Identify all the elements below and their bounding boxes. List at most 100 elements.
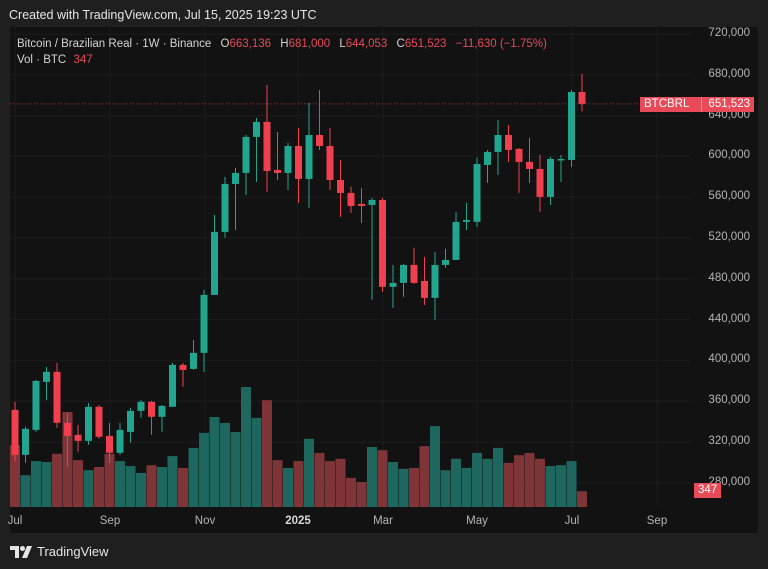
candle-body bbox=[347, 192, 355, 206]
candle-body bbox=[295, 145, 302, 179]
volume-bar bbox=[125, 466, 136, 507]
candle-body bbox=[368, 199, 376, 205]
time-tick-label: 2025 bbox=[285, 515, 311, 527]
candle-body bbox=[158, 405, 166, 417]
low-label: L bbox=[339, 38, 346, 50]
candle-body bbox=[442, 259, 449, 265]
volume-bar bbox=[10, 445, 20, 507]
volume-bar bbox=[209, 417, 220, 507]
symbol-name[interactable]: Bitcoin / Brazilian Real · 1W · Binance bbox=[17, 38, 212, 50]
volume-bar bbox=[367, 447, 377, 507]
candle-body bbox=[137, 401, 145, 411]
time-tick-label: Mar bbox=[373, 515, 393, 527]
candle-body bbox=[337, 179, 344, 193]
volume-bar bbox=[346, 477, 356, 507]
candle-body bbox=[74, 434, 82, 441]
candle-body bbox=[148, 401, 155, 417]
candle-body bbox=[400, 264, 407, 283]
volume-bar bbox=[83, 470, 94, 507]
price-tick-label: 680,000 bbox=[708, 67, 750, 80]
low-value: 644,053 bbox=[345, 38, 388, 50]
price-tick-label: 520,000 bbox=[708, 231, 750, 243]
volume-bar bbox=[566, 461, 577, 507]
candle-body bbox=[116, 429, 124, 453]
close-value: 651,523 bbox=[404, 38, 447, 50]
candle-body bbox=[232, 172, 239, 184]
volume-bar bbox=[577, 491, 587, 507]
candle-body bbox=[253, 121, 260, 137]
high-label: H bbox=[280, 38, 289, 50]
price-tick-label: 320,000 bbox=[708, 435, 750, 447]
price-tick-label: 400,000 bbox=[708, 353, 750, 366]
candle-body bbox=[32, 380, 40, 430]
volume-bar bbox=[304, 438, 314, 507]
candle-body bbox=[95, 406, 103, 437]
price-tag-value: 651,523 bbox=[701, 97, 750, 112]
candle-body bbox=[463, 219, 470, 222]
volume-bar bbox=[241, 387, 251, 507]
candle-body bbox=[421, 280, 428, 298]
volume-bar bbox=[136, 472, 146, 507]
candle-body bbox=[389, 282, 397, 287]
brand-name: TradingView bbox=[37, 544, 109, 559]
candle-body bbox=[127, 410, 134, 432]
candle-body bbox=[410, 264, 418, 283]
price-tick-label: 480,000 bbox=[708, 271, 750, 284]
volume-bar bbox=[20, 475, 31, 507]
candle-body bbox=[11, 409, 19, 455]
volume-bar bbox=[472, 452, 482, 507]
volume-bar bbox=[335, 458, 346, 507]
candle-body bbox=[515, 148, 523, 162]
volume-label: Vol · BTC bbox=[17, 54, 67, 66]
volume-bar bbox=[556, 465, 566, 507]
candle-body bbox=[316, 134, 323, 146]
volume-bar bbox=[52, 453, 62, 507]
candle-body bbox=[557, 158, 565, 161]
volume-bar bbox=[535, 458, 545, 507]
volume-bar bbox=[409, 467, 419, 507]
volume-bar bbox=[503, 462, 514, 507]
volume-bar bbox=[104, 453, 115, 507]
candle-body bbox=[221, 183, 229, 232]
volume-bar bbox=[31, 461, 41, 507]
candle-body bbox=[452, 221, 460, 260]
volume-bar bbox=[293, 461, 304, 507]
candle-body bbox=[179, 364, 187, 370]
volume-bar bbox=[262, 400, 272, 507]
candle-body bbox=[484, 151, 491, 165]
candle-body bbox=[53, 371, 61, 423]
volume-bar bbox=[377, 450, 388, 507]
volume-bar bbox=[251, 417, 262, 507]
candle-body bbox=[526, 161, 533, 169]
volume-bar bbox=[272, 460, 283, 507]
candle-body bbox=[494, 134, 502, 152]
candle-body bbox=[211, 231, 218, 295]
volume-bar bbox=[167, 456, 178, 507]
volume-bar bbox=[220, 422, 230, 507]
volume-bar bbox=[419, 446, 430, 507]
price-tick-label: 600,000 bbox=[708, 149, 750, 162]
time-tick-label: Jul bbox=[7, 515, 23, 527]
volume-bar bbox=[94, 467, 104, 507]
volume-bar bbox=[514, 455, 524, 507]
volume-bar bbox=[73, 460, 83, 507]
volume-bar bbox=[545, 466, 556, 507]
volume-bar bbox=[230, 432, 241, 507]
created-with-caption: Created with TradingView.com, Jul 15, 20… bbox=[9, 8, 317, 22]
volume-bar bbox=[493, 447, 503, 507]
open-value: 663,136 bbox=[229, 38, 272, 50]
candle-body bbox=[284, 145, 292, 173]
last-price-tag: BTCBRL 651,523 bbox=[640, 97, 754, 112]
tradingview-logo[interactable]: TradingView bbox=[10, 544, 109, 559]
volume-bar bbox=[482, 458, 493, 507]
time-tick-label: Nov bbox=[194, 515, 216, 527]
volume-value: 347 bbox=[73, 54, 93, 66]
time-tick-label: Jul bbox=[564, 515, 580, 527]
volume-bar bbox=[325, 461, 335, 507]
volume-bar bbox=[356, 482, 367, 507]
open-label: O bbox=[220, 38, 230, 50]
candle-body bbox=[431, 264, 439, 298]
volume-bar bbox=[461, 467, 472, 507]
candle-body bbox=[379, 199, 386, 287]
